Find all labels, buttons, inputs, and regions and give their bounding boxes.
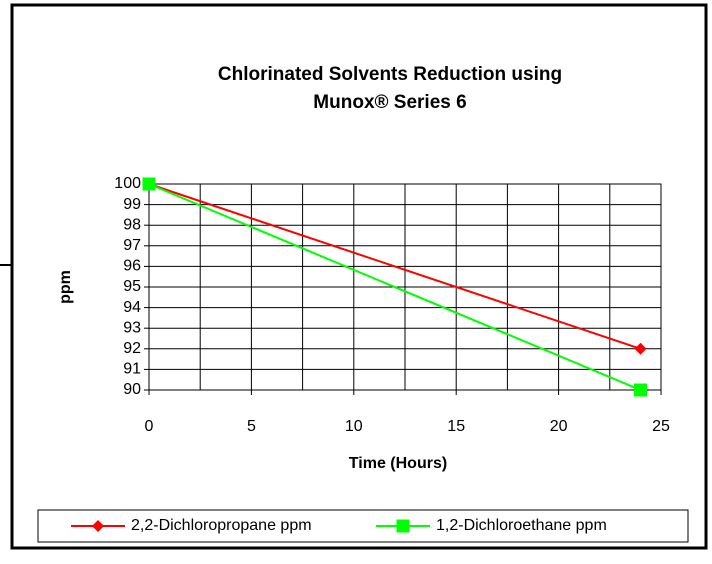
y-tick-label: 98 [123,216,141,233]
marker [634,383,648,397]
y-tick-label: 95 [123,278,141,295]
legend-marker [92,520,104,532]
x-tick-label: 15 [447,418,465,435]
y-tick-label: 100 [114,175,141,192]
x-tick-label: 0 [145,418,154,435]
x-tick-label: 20 [550,418,568,435]
legend-marker [396,519,410,533]
legend-label: 1,2-Dichloroethane ppm [436,517,607,534]
x-axis-label: Time (Hours) [349,455,447,472]
y-tick-label: 96 [123,258,141,275]
x-tick-label: 10 [345,418,363,435]
y-axis-label: ppm [57,270,74,304]
y-tick-label: 97 [123,237,141,254]
x-tick-label: 25 [652,418,670,435]
y-tick-label: 92 [123,340,141,357]
series-line [148,183,641,391]
y-tick-label: 90 [123,381,141,398]
plot-border [148,183,662,391]
y-tick-label: 99 [123,196,141,213]
marker [634,342,647,355]
legend-label: 2,2-Dichloropropane ppm [131,517,312,534]
series-line [148,183,641,350]
chart-title: Munox® Series 6 [313,92,466,113]
y-tick-label: 91 [123,361,141,378]
y-tick-label: 94 [123,299,141,316]
x-tick-label: 5 [247,418,256,435]
chart-title: Chlorinated Solvents Reduction using [218,64,562,85]
y-tick-label: 93 [123,319,141,336]
chart-border [10,3,708,550]
legend [37,509,689,543]
marker [142,177,156,191]
